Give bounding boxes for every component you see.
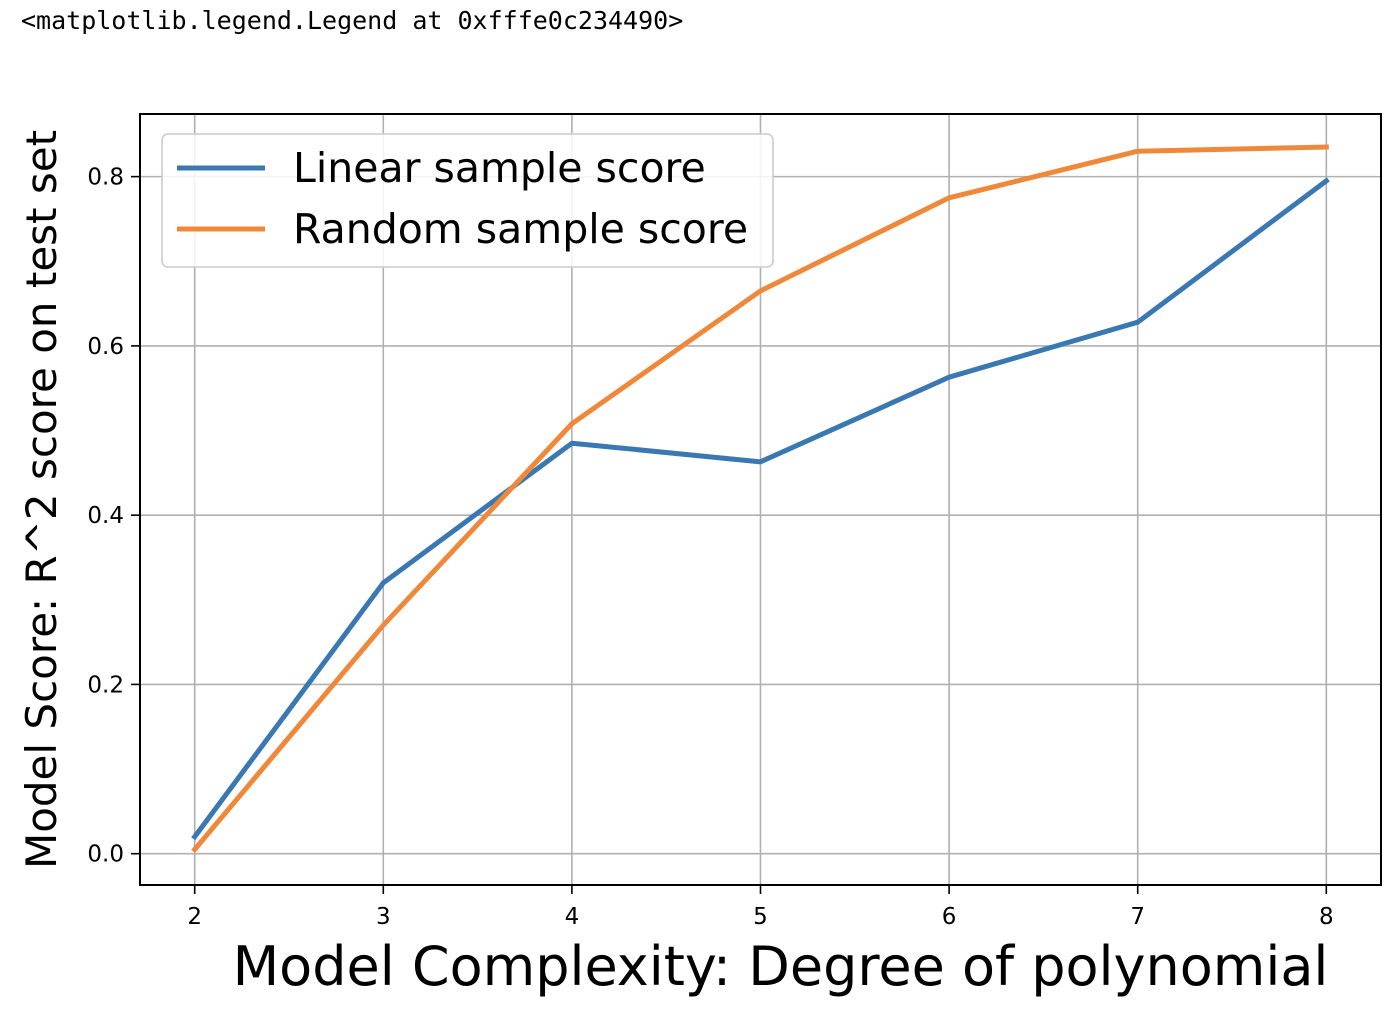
y-tick-label: 0.4	[87, 503, 124, 529]
series-lines	[191, 144, 1330, 853]
output-repr-text: <matplotlib.legend.Legend at 0xfffe0c234…	[21, 6, 684, 35]
y-tick-label: 0.0	[87, 842, 124, 868]
y-tick-label: 0.2	[87, 672, 124, 698]
legend-label-random: Random sample score	[293, 205, 748, 253]
y-tick-label: 0.8	[87, 165, 124, 191]
x-tick-label: 6	[942, 904, 957, 930]
y-axis-label: Model Score: R^2 score on test set	[17, 130, 66, 869]
series-line-random	[191, 144, 1329, 853]
axis-ticks: 2 3 4 5 6 7 8 0.0 0.2 0.4 0.6 0.8	[87, 165, 1333, 930]
x-tick-label: 8	[1319, 904, 1334, 930]
legend: Linear sample score Random sample score	[161, 133, 774, 268]
y-tick-label: 0.6	[87, 334, 124, 360]
x-tick-label: 4	[565, 904, 580, 930]
x-tick-label: 7	[1130, 904, 1145, 930]
x-tick-label: 3	[376, 904, 391, 930]
x-axis-label: Model Complexity: Degree of polynomial	[233, 935, 1329, 998]
x-tick-label: 5	[753, 904, 768, 930]
x-tick-label: 2	[187, 904, 202, 930]
series-line-linear	[191, 177, 1330, 841]
legend-label-linear: Linear sample score	[293, 144, 706, 192]
legend-box	[161, 133, 774, 268]
